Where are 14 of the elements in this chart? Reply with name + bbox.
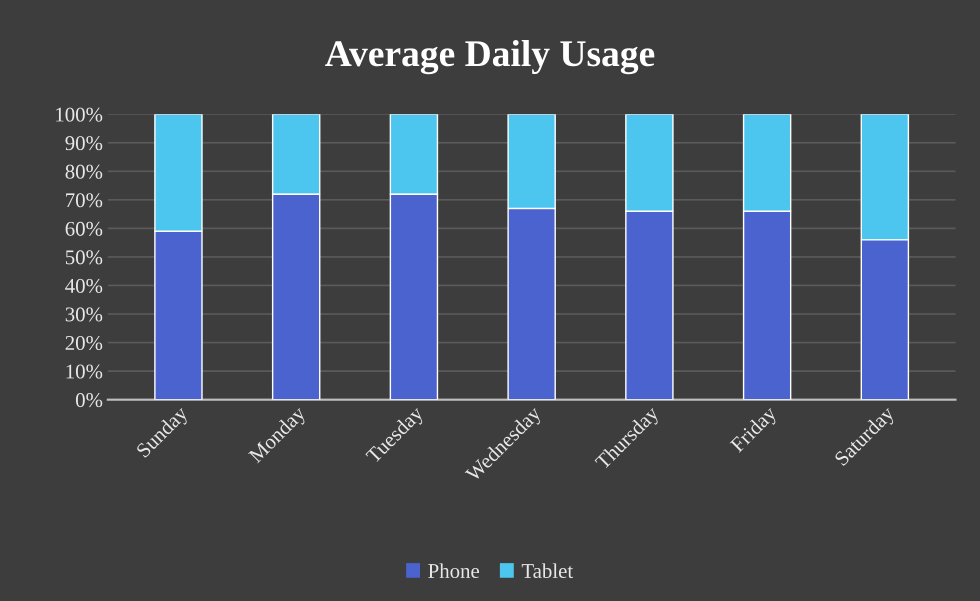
y-tick-label: 70% [66,193,102,208]
y-tick-label: 40% [65,278,102,293]
legend-label: Tablet [522,563,574,578]
y-tick-label: 10% [66,364,102,379]
y-tick-label: 80% [66,164,102,179]
legend-label: Phone [428,563,480,578]
y-tick-label: 60% [66,222,102,236]
chart-title: Average Daily Usage [325,40,654,74]
y-tick-label: 30% [66,307,102,322]
y-tick-label: 100% [56,108,102,122]
y-tick-label: 90% [65,136,102,150]
y-tick-label: 20% [66,336,102,350]
y-tick-label: 0% [76,393,102,408]
y-tick-label: 50% [66,250,102,264]
